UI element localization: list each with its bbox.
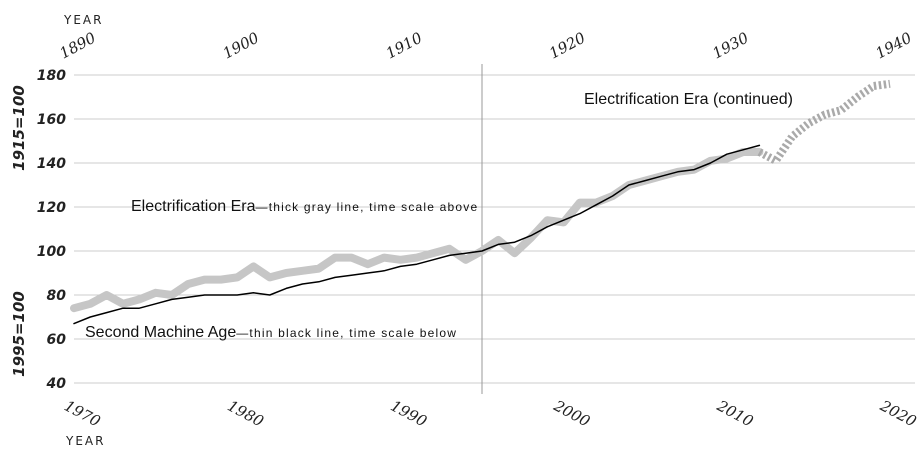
- annotation-second-machine-main: Second Machine Age: [85, 324, 236, 341]
- top-tick-label-1890: 1890: [57, 28, 100, 62]
- top-x-axis: 1890 1900 1910 1920 1930 1940: [57, 28, 916, 62]
- bottom-tick-label-1980: 1980: [224, 397, 267, 431]
- top-axis-title: YEAR: [63, 13, 103, 27]
- y-axis: 40 60 80 100 120 140 160 180: [37, 68, 66, 392]
- top-tick-label-1910: 1910: [383, 28, 426, 62]
- annotation-second-machine: Second Machine Age—thin black line, time…: [85, 324, 457, 341]
- annotation-second-machine-note: —thin black line, time scale below: [236, 326, 457, 340]
- y-tick-label-80: 80: [47, 288, 67, 304]
- top-tick-label-1920: 1920: [546, 28, 589, 62]
- y-axis-label-lower: 1995=100: [10, 291, 28, 377]
- y-tick-label-160: 160: [37, 112, 66, 128]
- y-tick-label-100: 100: [37, 244, 66, 260]
- y-tick-label-180: 180: [37, 68, 66, 84]
- series-line-electrification-era-continued: [757, 79, 891, 165]
- series-line-second-machine-age: [73, 144, 761, 325]
- y-tick-label-140: 140: [37, 156, 66, 172]
- bottom-tick-label-1990: 1990: [388, 397, 431, 431]
- annotation-continued: Electrification Era (continued): [584, 91, 793, 108]
- bottom-tick-label-2020: 2020: [876, 396, 919, 430]
- bottom-tick-label-1970: 1970: [61, 397, 104, 431]
- top-tick-label-1900: 1900: [220, 28, 263, 62]
- series-layer: [70, 79, 891, 325]
- annotation-electrification-main: Electrification Era: [131, 198, 256, 215]
- annotation-electrification-note: —thick gray line, time scale above: [256, 200, 479, 214]
- top-tick-label-1940: 1940: [873, 28, 916, 62]
- bottom-tick-label-2000: 2000: [550, 396, 593, 430]
- bottom-x-axis: 1970 1980 1990 2000 2010 2020: [61, 396, 920, 430]
- y-tick-label-120: 120: [37, 200, 66, 216]
- y-axis-label-upper: 1915=100: [10, 85, 28, 171]
- y-tick-label-40: 40: [46, 376, 67, 392]
- bottom-tick-label-2010: 2010: [713, 396, 756, 430]
- y-tick-label-60: 60: [47, 332, 67, 348]
- top-tick-label-1930: 1930: [709, 28, 752, 62]
- series-line-electrification-era: [70, 148, 764, 313]
- bottom-axis-title: YEAR: [65, 434, 105, 448]
- annotation-electrification: Electrification Era—thick gray line, tim…: [131, 198, 478, 215]
